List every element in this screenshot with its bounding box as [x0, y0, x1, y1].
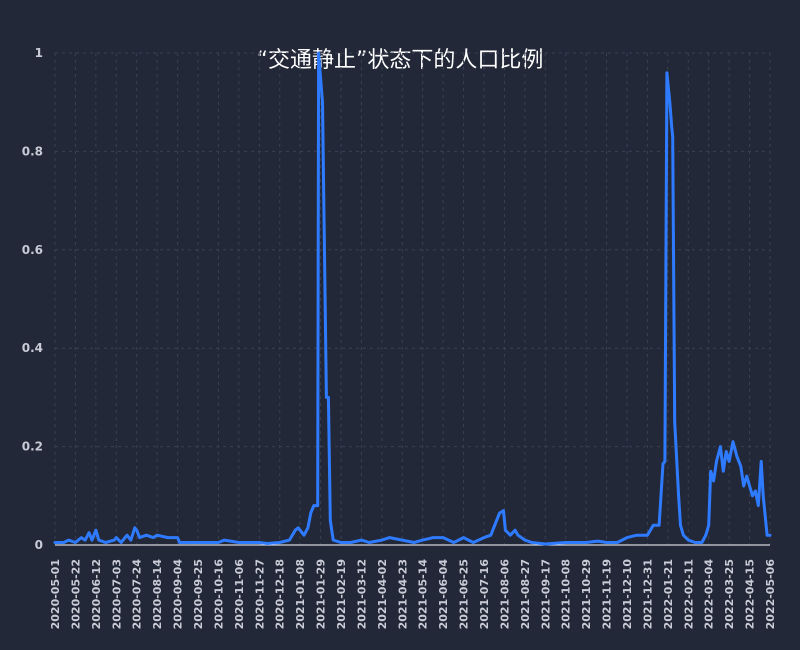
- x-tick-label: 2020-06-12: [90, 559, 103, 629]
- x-tick-label: 2021-03-12: [355, 559, 368, 629]
- x-tick-label: 2021-11-19: [601, 559, 614, 629]
- grid-layer: [54, 52, 771, 545]
- x-tick-label: 2021-12-31: [641, 559, 654, 629]
- chart-title: “交通静止”状态下的人口比例: [256, 48, 544, 73]
- x-tick-label: 2021-10-08: [560, 559, 573, 629]
- x-tick-label: 2020-05-22: [69, 559, 82, 629]
- x-tick-label: 2022-03-04: [703, 559, 716, 630]
- x-tick-label: 2021-02-19: [335, 559, 348, 629]
- x-tick-label: 2021-01-08: [294, 559, 307, 629]
- x-tick-label: 2021-04-23: [396, 559, 409, 629]
- x-tick-label: 2021-09-17: [539, 559, 552, 629]
- x-tick-label: 2022-05-06: [764, 559, 777, 630]
- x-tick-label: 2021-12-10: [621, 559, 634, 630]
- y-tick-label: 0.4: [22, 341, 43, 355]
- x-tick-label: 2020-09-25: [192, 559, 205, 629]
- x-tick-label: 2020-08-14: [151, 559, 164, 630]
- x-tick-label: 2020-09-04: [172, 559, 185, 630]
- y-tick-label: 0.6: [22, 243, 43, 257]
- x-tick-label: 2021-06-04: [437, 559, 450, 630]
- y-tick-label: 0.8: [22, 144, 43, 158]
- x-tick-label: 2021-01-29: [315, 559, 328, 629]
- x-tick-label: 2022-01-21: [662, 559, 675, 629]
- series-layer: [53, 51, 772, 546]
- x-tick-label: 2021-08-27: [519, 559, 532, 629]
- x-tick-label: 2020-07-24: [131, 559, 144, 630]
- x-tick-label: 2020-10-16: [212, 559, 225, 630]
- x-tick-label: 2022-03-25: [723, 559, 736, 629]
- x-tick-label: 2021-04-02: [376, 559, 389, 629]
- x-tick-label: 2020-05-01: [49, 559, 62, 629]
- x-tick-label: 2020-12-18: [274, 559, 287, 629]
- x-tick-label: 2020-07-03: [110, 559, 123, 629]
- x-tick-label: 2021-05-14: [417, 559, 430, 630]
- x-tick-label: 2020-11-27: [253, 559, 266, 629]
- x-tick-label: 2021-08-06: [498, 559, 511, 630]
- x-tick-label: 2021-06-25: [458, 559, 471, 629]
- x-tick-label: 2021-07-16: [478, 559, 491, 630]
- series-line: [53, 51, 772, 546]
- y-tick-label: 0: [35, 538, 43, 552]
- x-tick-label: 2022-02-11: [682, 559, 695, 629]
- x-tick-label: 2021-10-29: [580, 559, 593, 629]
- y-tick-label: 1: [35, 46, 43, 60]
- x-tick-label: 2020-11-06: [233, 559, 246, 630]
- y-tick-label: 0.2: [22, 440, 43, 454]
- label-layer: 0 0.2 0.4 0.6 0.8 1 2020-05-01 2020-05-22 2020-0…: [22, 46, 777, 629]
- x-tick-label: 2022-04-15: [744, 559, 757, 629]
